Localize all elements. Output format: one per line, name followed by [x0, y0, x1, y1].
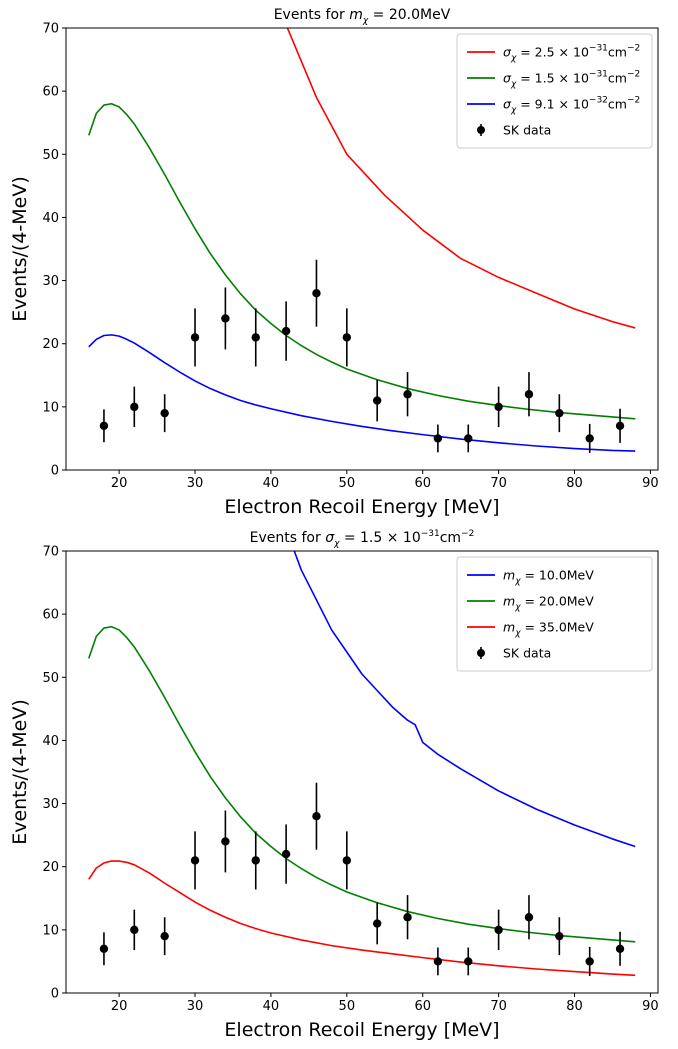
data-point [615, 421, 625, 430]
x-tick-label: 60 [414, 999, 431, 1014]
x-tick-label: 40 [263, 476, 280, 491]
top-chart: Events for mχ = 20.0MeV 20 30 40 50 60 70 80 90 0… [9, 7, 659, 518]
data-point [433, 434, 443, 443]
y-tick-label: 40 [42, 211, 59, 226]
y-tick-label: 0 [51, 464, 59, 479]
axes-frame [65, 27, 659, 471]
data-point [585, 957, 594, 966]
x-axis-label: Electron Recoil Energy [MeV] [224, 496, 499, 518]
y-tick-label: 20 [42, 337, 59, 352]
data-point [585, 434, 594, 443]
data-point [524, 390, 534, 399]
data-point [494, 402, 503, 412]
x-tick-label: 60 [414, 476, 431, 491]
y-axis-label: Events/(4-MeV) [9, 699, 31, 845]
data-point [524, 913, 534, 922]
x-tick-label: 50 [339, 476, 356, 491]
legend-box [456, 556, 653, 672]
axes-frame [65, 550, 659, 994]
data-point [99, 944, 109, 953]
y-axis-label: Events/(4-MeV) [9, 176, 31, 322]
data-point [281, 849, 291, 859]
y-tick-label: 30 [42, 797, 59, 812]
x-tick-label: 20 [111, 476, 128, 491]
legend-box [456, 33, 653, 149]
data-point [190, 333, 200, 342]
y-tick-label: 60 [42, 85, 59, 100]
x-tick-label: 30 [187, 476, 204, 491]
data-point [403, 913, 412, 922]
legend-marker [477, 126, 485, 134]
legend-label-0: mχ = 10.0MeV [503, 568, 594, 587]
x-tick-label: 80 [566, 476, 583, 491]
series-line-1 [88, 102, 636, 420]
data-point [251, 333, 260, 342]
x-tick-label: 80 [566, 999, 583, 1014]
y-tick-label: 10 [42, 400, 59, 415]
legend-label-1: mχ = 20.0MeV [503, 594, 594, 613]
data-point [342, 856, 352, 865]
data-point [160, 408, 169, 418]
legend-label-sk-data: SK data [503, 646, 551, 661]
data-point [555, 408, 564, 418]
bottom-chart: Events for σχ = 1.5 × 10−31cm−2 20 30 40 50 6… [9, 529, 659, 1041]
x-tick-label: 30 [187, 999, 204, 1014]
x-tick-label: 90 [642, 999, 659, 1014]
data-point [403, 390, 412, 399]
data-point [221, 314, 230, 323]
data-point [433, 957, 443, 966]
chart-title: Events for mχ = 20.0MeV [274, 7, 451, 26]
x-axis-label: Electron Recoil Energy [MeV] [224, 1019, 499, 1041]
y-tick-label: 70 [42, 545, 59, 560]
data-point [130, 402, 139, 412]
data-point [251, 856, 260, 865]
x-tick-label: 50 [339, 999, 356, 1014]
x-tick-label: 70 [490, 999, 507, 1014]
data-point [615, 944, 625, 953]
x-tick-label: 70 [490, 476, 507, 491]
series-line-0 [293, 551, 636, 848]
legend-label-2: mχ = 35.0MeV [503, 620, 594, 639]
data-point [190, 856, 200, 865]
series-line-2 [88, 860, 636, 977]
x-tick-label: 90 [642, 476, 659, 491]
series-line-2 [88, 334, 636, 452]
data-point [494, 925, 503, 935]
series-line-0 [286, 28, 636, 329]
y-tick-label: 20 [42, 860, 59, 875]
y-tick-label: 60 [42, 608, 59, 623]
legend-label-0: σχ = 2.5 × 10−31cm−2 [503, 44, 640, 64]
y-tick-label: 0 [51, 987, 59, 1002]
y-tick-label: 70 [42, 22, 59, 37]
x-tick-label: 20 [111, 999, 128, 1014]
data-point [342, 333, 352, 342]
y-tick-label: 40 [42, 734, 59, 749]
data-point [160, 931, 169, 941]
data-point [372, 396, 382, 405]
data-point [312, 812, 321, 821]
y-tick-label: 50 [42, 148, 59, 163]
data-point [555, 931, 564, 941]
data-point [464, 957, 473, 966]
data-point [99, 421, 109, 430]
data-point [221, 837, 230, 846]
y-tick-label: 30 [42, 274, 59, 289]
y-tick-label: 10 [42, 923, 59, 938]
chart-title: Events for σχ = 1.5 × 10−31cm−2 [250, 529, 475, 549]
data-point [464, 434, 473, 443]
legend-label-1: σχ = 1.5 × 10−31cm−2 [503, 70, 640, 90]
legend-label-sk-data: SK data [503, 123, 551, 138]
legend-label-2: σχ = 9.1 × 10−32cm−2 [503, 96, 640, 116]
data-point [130, 925, 139, 935]
data-point [372, 919, 382, 928]
data-point [312, 289, 321, 298]
data-point [281, 326, 291, 336]
y-tick-label: 50 [42, 671, 59, 686]
legend-marker [477, 649, 485, 657]
x-tick-label: 40 [263, 999, 280, 1014]
